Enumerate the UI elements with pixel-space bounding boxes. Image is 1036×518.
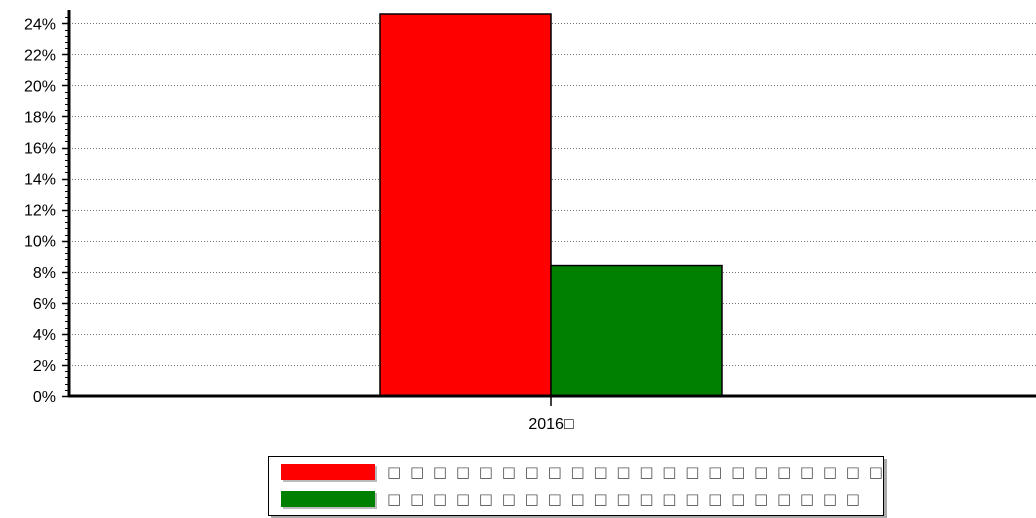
y-tick-label: 8% bbox=[33, 265, 56, 282]
y-tick-label: 6% bbox=[33, 296, 56, 313]
bars bbox=[379, 13, 723, 397]
y-tick-label: 20% bbox=[24, 78, 56, 95]
y-tick-label: 12% bbox=[24, 203, 56, 220]
y-tick-label: 2% bbox=[33, 358, 56, 375]
y-tick-label: 0% bbox=[33, 389, 56, 406]
legend-swatch-series-2 bbox=[281, 491, 375, 507]
bar-2 bbox=[550, 264, 723, 397]
y-tick-label: 24% bbox=[24, 16, 56, 33]
legend-item-series-2: □ □ □ □ □ □ □ □ □ □ □ □ □ □ □ □ □ □ □ □ … bbox=[281, 490, 862, 508]
bar-1 bbox=[379, 13, 552, 397]
y-tick-label: 16% bbox=[24, 141, 56, 158]
y-tick-label: 4% bbox=[33, 327, 56, 344]
legend: □ □ □ □ □ □ □ □ □ □ □ □ □ □ □ □ □ □ □ □ … bbox=[268, 456, 884, 516]
y-tick-label: 18% bbox=[24, 109, 56, 126]
legend-label-series-2: □ □ □ □ □ □ □ □ □ □ □ □ □ □ □ □ □ □ □ □ … bbox=[387, 490, 862, 508]
x-tick-label: 2016□ bbox=[528, 416, 574, 433]
y-tick-label: 10% bbox=[24, 234, 56, 251]
y-tick-label: 22% bbox=[24, 47, 56, 64]
legend-label-series-1: □ □ □ □ □ □ □ □ □ □ □ □ □ □ □ □ □ □ □ □ … bbox=[387, 463, 885, 481]
bar-chart: 0% 2% 4% 6% 8% 10% 12% 14% 16% 18% 20% 22% 24% 2016□ bbox=[24, 10, 1036, 433]
legend-swatch-series-1 bbox=[281, 464, 375, 480]
y-axis-tick-labels: 0% 2% 4% 6% 8% 10% 12% 14% 16% 18% 20% 22% 24% bbox=[24, 16, 56, 406]
y-tick-label: 14% bbox=[24, 172, 56, 189]
x-axis-ticks: 2016□ bbox=[528, 396, 574, 433]
legend-item-series-1: □ □ □ □ □ □ □ □ □ □ □ □ □ □ □ □ □ □ □ □ … bbox=[281, 463, 885, 481]
